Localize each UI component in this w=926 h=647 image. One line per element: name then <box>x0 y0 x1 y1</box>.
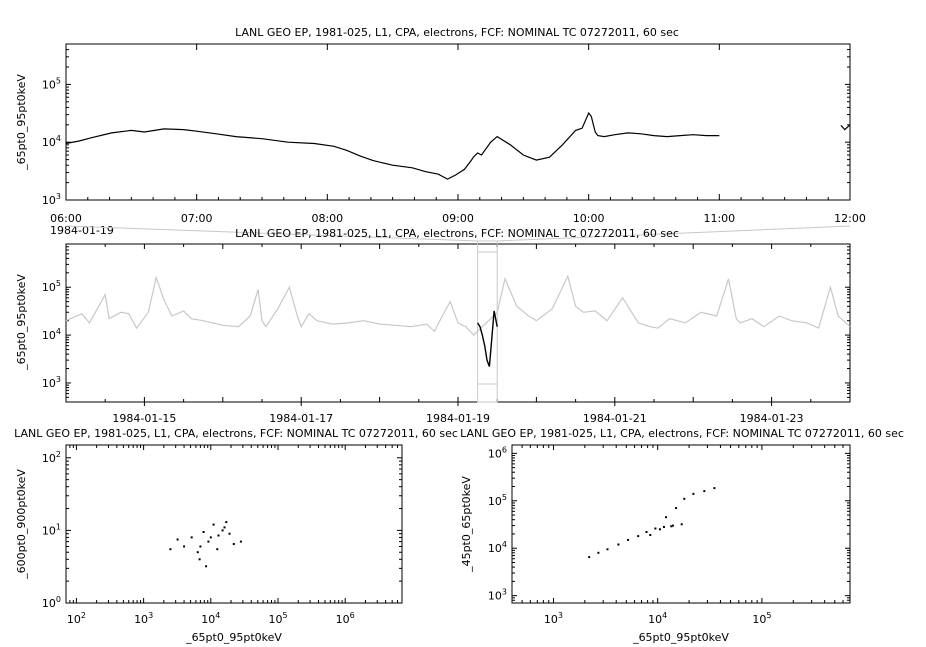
panel-scatter-left-xlabel: _65pt0_95pt0keV <box>185 631 282 644</box>
p2-ytick-label: 104 <box>42 327 61 342</box>
p1-ytick-label: 105 <box>42 76 61 91</box>
panel-scatter-left-ylabel: _600pt0_900pt0keV <box>15 469 28 580</box>
p3-point <box>207 540 210 543</box>
p4-point <box>588 556 591 559</box>
p3-ytick-label: 100 <box>42 595 61 610</box>
p1-xtick-label: 09:00 <box>442 212 474 225</box>
p4-point <box>675 507 678 510</box>
p3-point <box>232 543 235 545</box>
panel-overview-title: LANL GEO EP, 1981-025, L1, CPA, electron… <box>235 227 679 240</box>
p3-point <box>225 521 228 524</box>
p4-ytick-label: 105 <box>488 493 507 508</box>
p2-xtick-label: 1984-01-15 <box>112 412 176 425</box>
p3-point <box>196 551 199 554</box>
p1-xtick-label: 12:00 <box>834 212 866 225</box>
p4-ytick-label: 106 <box>488 445 507 460</box>
p4-point <box>617 543 620 546</box>
p2-selection-box <box>477 240 498 403</box>
p4-point <box>658 528 661 531</box>
panel-scatter-left: LANL GEO EP, 1981-025, L1, CPA, electron… <box>14 427 458 644</box>
p1-series-line <box>840 124 851 131</box>
p2-ytick-label: 105 <box>42 279 61 294</box>
p3-xtick-label: 106 <box>336 611 355 626</box>
p2-ytick-label: 103 <box>42 375 61 390</box>
p1-xtick-label: 10:00 <box>573 212 605 225</box>
p3-point <box>198 558 201 561</box>
p4-point <box>606 548 609 551</box>
panel-top-date: 1984-01-19 <box>50 224 114 237</box>
p3-xtick-label: 104 <box>201 611 220 626</box>
panel-scatter-right-axes <box>511 444 851 604</box>
p3-point <box>183 545 186 548</box>
panel-scatter-left-axes <box>65 444 403 604</box>
p4-point <box>663 526 665 528</box>
p4-point <box>645 531 648 533</box>
p4-point <box>670 525 673 528</box>
p4-point <box>654 527 657 530</box>
p3-ytick-label: 101 <box>42 522 61 537</box>
p3-point <box>205 565 208 568</box>
p4-point <box>671 524 674 527</box>
p3-xtick-label: 103 <box>134 611 153 626</box>
p4-point <box>665 516 667 519</box>
p1-series-line <box>65 111 720 180</box>
p3-ytick-label: 102 <box>42 450 61 465</box>
p4-point <box>713 487 716 490</box>
p2-xtick-label: 1984-01-17 <box>269 412 333 425</box>
p1-xtick-label: 07:00 <box>181 212 213 225</box>
panel-scatter-right-title: LANL GEO EP, 1981-025, L1, CPA, electron… <box>460 427 904 440</box>
p3-point <box>212 523 215 526</box>
p2-xtick-label: 1984-01-23 <box>740 412 804 425</box>
p4-xtick-label: 103 <box>544 611 563 626</box>
p4-xtick-label: 105 <box>752 611 771 626</box>
p3-point <box>202 531 205 533</box>
p2-xtick-label: 1984-01-19 <box>426 412 490 425</box>
p2-series-context <box>65 274 851 336</box>
p4-point <box>649 534 652 536</box>
p3-point <box>199 545 202 548</box>
p3-point <box>221 529 224 532</box>
p4-xtick-label: 104 <box>648 611 667 626</box>
panel-scatter-left-title: LANL GEO EP, 1981-025, L1, CPA, electron… <box>14 427 458 440</box>
p3-point <box>217 534 220 537</box>
p4-point <box>692 492 695 495</box>
p1-ytick-label: 103 <box>42 192 61 207</box>
panel-top-axes <box>65 43 851 201</box>
panel-overview: LANL GEO EP, 1981-025, L1, CPA, electron… <box>15 227 851 425</box>
panel-top: LANL GEO EP, 1981-025, L1, CPA, electron… <box>15 26 866 237</box>
p1-xtick-label: 11:00 <box>703 212 735 225</box>
panel-top-title: LANL GEO EP, 1981-025, L1, CPA, electron… <box>235 26 679 39</box>
p1-ytick-label: 104 <box>42 134 61 149</box>
p3-point <box>228 532 231 535</box>
panel-overview-ylabel: _65pt0_95pt0keV <box>15 274 28 371</box>
p3-xtick-label: 102 <box>67 611 86 626</box>
p3-point <box>190 536 193 539</box>
p1-xtick-label: 06:00 <box>50 212 82 225</box>
p4-point <box>637 535 640 538</box>
panel-scatter-right-ylabel: _45pt0_65pt0keV <box>460 476 473 573</box>
p3-point <box>169 548 172 551</box>
p3-point <box>223 526 226 529</box>
p3-xtick-label: 105 <box>268 611 287 626</box>
p3-point <box>176 538 179 541</box>
p1-xtick-label: 08:00 <box>311 212 343 225</box>
p4-point <box>597 551 600 554</box>
p4-point <box>680 523 683 526</box>
p3-point <box>239 540 242 543</box>
p4-ytick-label: 104 <box>488 540 507 555</box>
p4-point <box>627 538 630 541</box>
p3-point <box>209 536 212 539</box>
zoom-connector <box>65 225 851 242</box>
p3-point <box>216 548 219 551</box>
p4-point <box>703 490 706 493</box>
p4-point <box>683 497 686 500</box>
panel-scatter-right-xlabel: _65pt0_95pt0keV <box>632 631 729 644</box>
panel-scatter-right: LANL GEO EP, 1981-025, L1, CPA, electron… <box>460 427 904 644</box>
p2-xtick-label: 1984-01-21 <box>583 412 647 425</box>
panel-top-ylabel: _65pt0_95pt0keV <box>15 74 28 171</box>
p4-ytick-label: 103 <box>488 588 507 603</box>
p2-series-selection <box>477 310 498 367</box>
